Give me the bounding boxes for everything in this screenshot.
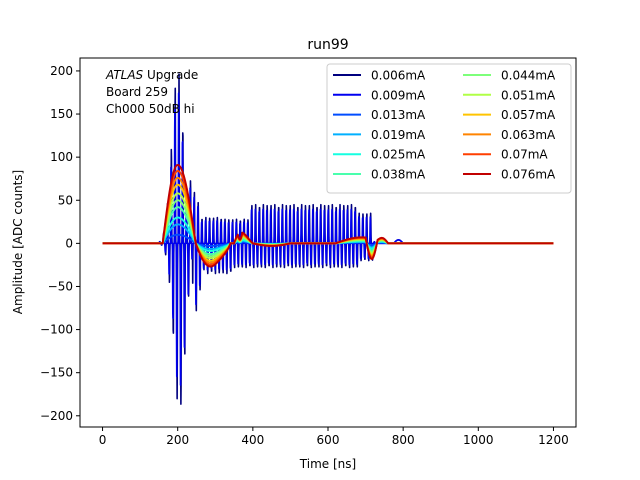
legend-label: 0.07mA — [501, 148, 548, 162]
annotation-line-3: Ch000 50dB hi — [106, 102, 195, 116]
y-tick-label: 50 — [58, 193, 73, 207]
annotation-line-1: ATLAS Upgrade — [105, 68, 198, 82]
y-tick-label: −150 — [40, 366, 73, 380]
y-tick-label: −50 — [48, 279, 73, 293]
legend-label: 0.057mA — [501, 108, 556, 122]
y-axis-label: Amplitude [ADC counts] — [11, 170, 25, 314]
x-axis-label: Time [ns] — [299, 457, 356, 471]
y-tick-label: −200 — [40, 409, 73, 423]
annotation-line-2: Board 259 — [106, 85, 168, 99]
y-tick-label: 0 — [65, 236, 73, 250]
y-tick-label: 100 — [50, 150, 73, 164]
x-tick-label: 800 — [392, 433, 415, 447]
legend-label: 0.006mA — [371, 69, 426, 83]
legend-label: 0.025mA — [371, 148, 426, 162]
legend-label: 0.019mA — [371, 128, 426, 142]
x-tick-label: 1200 — [538, 433, 569, 447]
legend-label: 0.013mA — [371, 108, 426, 122]
legend-label: 0.044mA — [501, 69, 556, 83]
y-tick-label: 200 — [50, 64, 73, 78]
legend-label: 0.076mA — [501, 168, 556, 182]
x-tick-label: 0 — [99, 433, 107, 447]
legend-label: 0.009mA — [371, 88, 426, 102]
legend-label: 0.051mA — [501, 88, 556, 102]
chart-title: run99 — [307, 37, 348, 53]
legend-box — [326, 63, 572, 194]
y-tick-label: 150 — [50, 107, 73, 121]
x-tick-label: 600 — [317, 433, 340, 447]
legend-label: 0.063mA — [501, 128, 556, 142]
x-tick-label: 1000 — [463, 433, 494, 447]
y-tick-label: −100 — [40, 323, 73, 337]
x-tick-label: 400 — [241, 433, 264, 447]
series-line-0.076mA — [102, 163, 554, 268]
annotation-rest: Upgrade — [143, 68, 198, 82]
x-tick-label: 200 — [166, 433, 189, 447]
legend-label: 0.038mA — [371, 168, 426, 182]
annotation-italic: ATLAS — [105, 68, 144, 82]
